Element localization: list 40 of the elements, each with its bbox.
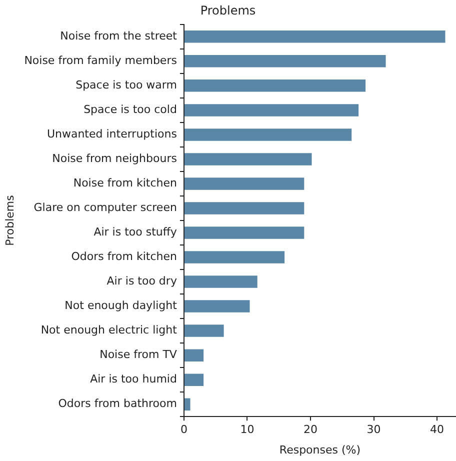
- bar: [184, 104, 359, 116]
- y-tick-label: Odors from bathroom: [58, 397, 177, 410]
- bar: [184, 80, 366, 92]
- bar: [184, 374, 204, 386]
- x-axis-title: Responses (%): [279, 443, 361, 456]
- y-tick-label: Noise from the street: [60, 30, 178, 43]
- y-tick-label: Noise from TV: [100, 348, 178, 362]
- bar: [184, 276, 258, 288]
- bar: [184, 398, 190, 410]
- bar: [184, 153, 312, 166]
- bar: [184, 30, 446, 43]
- bar: [184, 251, 285, 264]
- y-tick-label: Odors from kitchen: [71, 250, 177, 264]
- chart-title: Problems: [200, 3, 256, 18]
- bar: [184, 202, 304, 214]
- y-tick-label: Air is too stuffy: [94, 226, 178, 239]
- bar: [184, 226, 304, 239]
- y-tick-label: Air is too humid: [90, 372, 177, 386]
- y-tick-label: Not enough daylight: [64, 299, 178, 312]
- bar: [184, 128, 352, 141]
- x-tick-label: 10: [240, 422, 254, 436]
- y-tick-label: Noise from family members: [24, 54, 178, 68]
- y-tick-label: Unwanted interruptions: [46, 128, 178, 141]
- x-tick-label: 40: [430, 422, 444, 436]
- y-tick-label: Glare on computer screen: [34, 201, 177, 214]
- bar: [184, 349, 204, 362]
- y-tick-label: Air is too dry: [106, 274, 178, 288]
- bar: [184, 300, 250, 312]
- y-axis-title: Problems: [3, 194, 16, 246]
- x-tick-label: 30: [366, 422, 381, 436]
- y-tick-label: Space is too warm: [76, 78, 177, 92]
- y-tick-label: Noise from neighbours: [52, 152, 178, 166]
- bar: [184, 178, 304, 190]
- bar: [184, 324, 224, 337]
- x-tick-label: 20: [303, 422, 318, 436]
- bar: [184, 55, 386, 68]
- y-tick-label: Noise from kitchen: [73, 176, 177, 190]
- y-tick-label: Space is too cold: [84, 103, 177, 116]
- y-tick-label: Not enough electric light: [40, 324, 178, 337]
- x-tick-label: 0: [180, 422, 188, 436]
